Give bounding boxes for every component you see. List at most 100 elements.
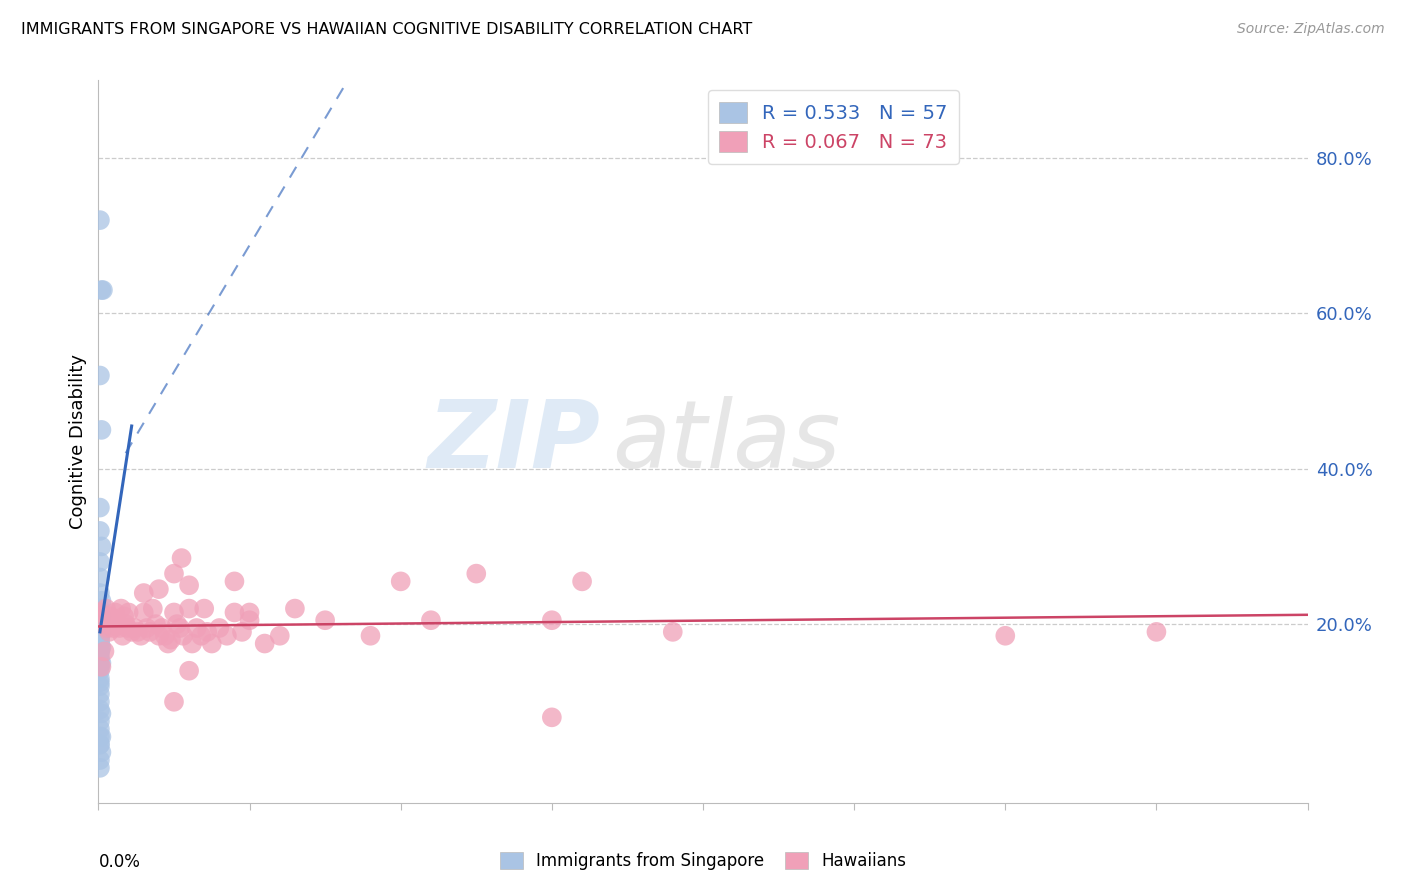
Point xyxy=(166,617,188,632)
Point xyxy=(142,601,165,615)
Point xyxy=(132,606,155,620)
Point xyxy=(90,624,112,639)
Point xyxy=(420,613,443,627)
Point xyxy=(90,594,112,608)
Point xyxy=(540,613,562,627)
Point xyxy=(89,753,111,767)
Point xyxy=(179,601,201,615)
Point xyxy=(89,636,111,650)
Point xyxy=(96,621,118,635)
Point xyxy=(89,675,111,690)
Point xyxy=(89,672,111,686)
Point xyxy=(89,621,111,635)
Point xyxy=(105,613,128,627)
Point xyxy=(269,629,291,643)
Point xyxy=(148,629,170,643)
Point xyxy=(90,730,112,744)
Point xyxy=(89,601,111,615)
Point xyxy=(145,617,167,632)
Text: atlas: atlas xyxy=(613,396,841,487)
Point xyxy=(215,629,238,643)
Point xyxy=(89,213,111,227)
Point xyxy=(89,617,111,632)
Point xyxy=(389,574,412,589)
Point xyxy=(93,617,115,632)
Point xyxy=(90,640,112,655)
Point xyxy=(89,500,111,515)
Point xyxy=(89,644,111,658)
Point xyxy=(163,566,186,581)
Point xyxy=(91,283,114,297)
Point xyxy=(115,621,138,635)
Point xyxy=(89,636,111,650)
Point xyxy=(89,632,111,647)
Point xyxy=(108,621,131,635)
Point xyxy=(179,664,201,678)
Point xyxy=(172,629,194,643)
Point xyxy=(150,621,173,635)
Point xyxy=(169,621,191,635)
Text: ZIP: ZIP xyxy=(427,395,600,488)
Point xyxy=(156,636,179,650)
Point xyxy=(127,624,149,639)
Point xyxy=(132,586,155,600)
Point xyxy=(89,570,111,584)
Point xyxy=(89,656,111,670)
Point xyxy=(571,574,593,589)
Point xyxy=(193,601,215,615)
Point xyxy=(89,613,111,627)
Point xyxy=(89,555,111,569)
Point xyxy=(170,551,193,566)
Point xyxy=(190,629,212,643)
Point xyxy=(179,578,201,592)
Point xyxy=(148,582,170,596)
Point xyxy=(163,606,186,620)
Point xyxy=(90,609,112,624)
Point xyxy=(160,632,183,647)
Point xyxy=(89,524,111,538)
Point xyxy=(231,624,253,639)
Point xyxy=(89,695,111,709)
Point xyxy=(153,629,176,643)
Point xyxy=(90,609,112,624)
Point xyxy=(540,710,562,724)
Point xyxy=(89,679,111,693)
Point xyxy=(89,648,111,663)
Point xyxy=(239,613,262,627)
Point xyxy=(89,632,111,647)
Point xyxy=(201,636,224,650)
Point xyxy=(90,283,112,297)
Point xyxy=(111,629,134,643)
Point xyxy=(89,714,111,729)
Point xyxy=(89,730,111,744)
Point xyxy=(89,606,111,620)
Point xyxy=(89,617,111,632)
Point xyxy=(121,624,143,639)
Point xyxy=(89,629,111,643)
Point xyxy=(89,687,111,701)
Point xyxy=(103,621,125,635)
Point xyxy=(89,652,111,666)
Point xyxy=(89,368,111,383)
Point xyxy=(186,621,208,635)
Point xyxy=(90,706,112,721)
Point xyxy=(139,624,162,639)
Point xyxy=(112,609,135,624)
Point xyxy=(465,566,488,581)
Point xyxy=(1144,624,1167,639)
Point xyxy=(90,660,112,674)
Point xyxy=(89,660,111,674)
Point xyxy=(135,621,157,635)
Y-axis label: Cognitive Disability: Cognitive Disability xyxy=(69,354,87,529)
Point xyxy=(90,656,112,670)
Point xyxy=(661,624,683,639)
Point xyxy=(100,609,122,624)
Point xyxy=(208,621,231,635)
Point xyxy=(118,606,141,620)
Legend: R = 0.533   N = 57, R = 0.067   N = 73: R = 0.533 N = 57, R = 0.067 N = 73 xyxy=(707,90,959,163)
Point xyxy=(89,624,111,639)
Point xyxy=(93,644,115,658)
Point xyxy=(91,613,114,627)
Point xyxy=(89,761,111,775)
Point xyxy=(89,624,111,639)
